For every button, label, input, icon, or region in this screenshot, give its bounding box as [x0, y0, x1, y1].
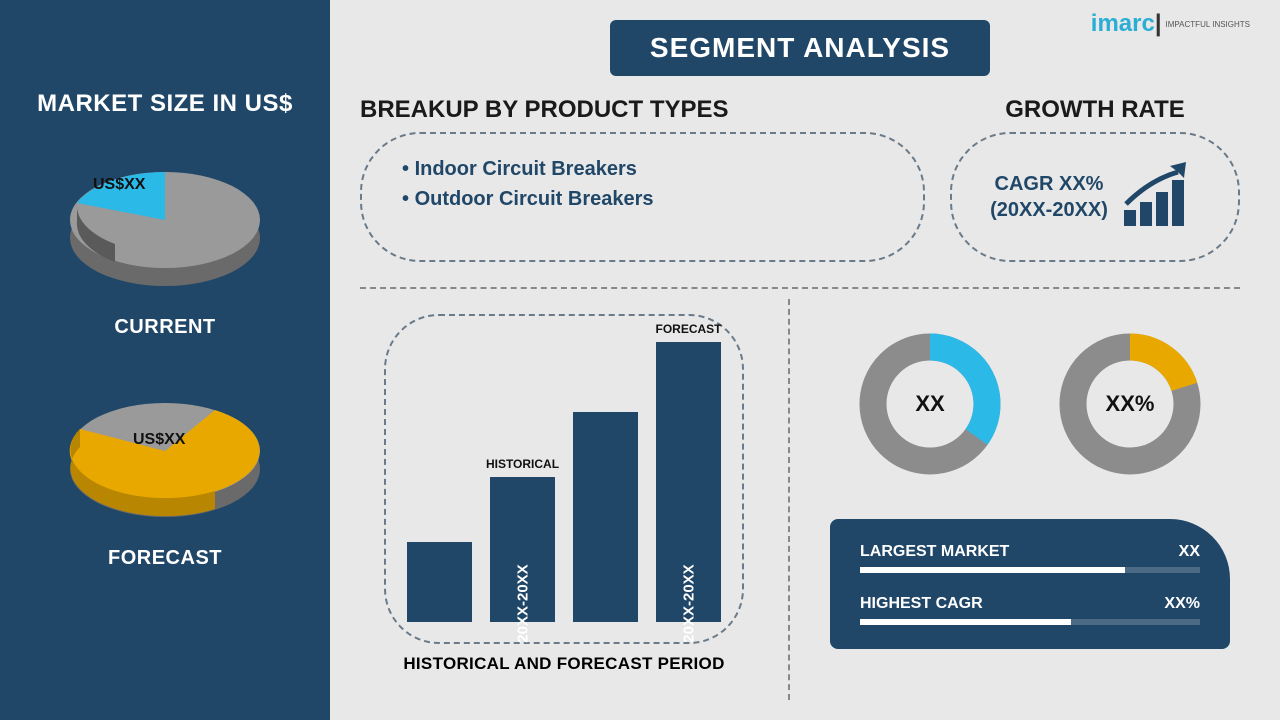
donut-1: XX	[855, 329, 1005, 479]
info-value: XX	[1179, 543, 1200, 561]
bar-toplabel: FORECAST	[656, 322, 722, 336]
pie-forecast: US$XX FORECAST	[55, 379, 275, 570]
row-bottom: HISTORICAL 20XX-20XX FORECAST 20XX-20XX …	[360, 299, 1240, 700]
breakup-title: BREAKUP BY PRODUCT TYPES	[360, 96, 925, 124]
donut-1-center: XX	[855, 329, 1005, 479]
info-bar-fill	[860, 567, 1125, 573]
donut-2-center: XX%	[1055, 329, 1205, 479]
growth-cagr: CAGR XX%	[990, 171, 1108, 197]
brand-tagline: IMPACTFUL INSIGHTS	[1166, 21, 1250, 29]
row-top: BREAKUP BY PRODUCT TYPES Indoor Circuit …	[360, 96, 1240, 262]
breakup-item: Outdoor Circuit Breakers	[402, 184, 893, 214]
bar: HISTORICAL 20XX-20XX	[490, 477, 555, 622]
pie-forecast-chart: US$XX	[55, 379, 275, 529]
historical-panel: HISTORICAL 20XX-20XX FORECAST 20XX-20XX …	[360, 299, 790, 700]
growth-section: GROWTH RATE CAGR XX% (20XX-20XX)	[950, 96, 1240, 262]
growth-text: CAGR XX% (20XX-20XX)	[990, 171, 1108, 223]
pie-current-label: CURRENT	[114, 316, 215, 339]
info-label: LARGEST MARKET	[860, 543, 1009, 561]
pie-forecast-value: US$XX	[133, 431, 185, 449]
info-value: XX%	[1164, 595, 1200, 613]
growth-title: GROWTH RATE	[1005, 96, 1185, 124]
bar	[407, 542, 472, 622]
growth-bar-arrow-icon	[1120, 162, 1200, 232]
brand-logo: imarc|IMPACTFUL INSIGHTS	[1091, 10, 1250, 38]
divider	[360, 287, 1240, 289]
info-row-cagr: HIGHEST CAGR XX%	[860, 595, 1200, 625]
info-row-largest: LARGEST MARKET XX	[860, 543, 1200, 573]
bar-toplabel: HISTORICAL	[486, 457, 559, 471]
info-bar-fill	[860, 619, 1071, 625]
info-bar	[860, 567, 1200, 573]
info-label: HIGHEST CAGR	[860, 595, 983, 613]
page-title: SEGMENT ANALYSIS	[610, 20, 990, 76]
info-card: LARGEST MARKET XX HIGHEST CAGR XX%	[830, 519, 1230, 649]
pie-current-chart: US$XX	[55, 148, 275, 298]
breakup-item: Indoor Circuit Breakers	[402, 154, 893, 184]
historical-caption: HISTORICAL AND FORECAST PERIOD	[403, 654, 724, 674]
bar	[573, 412, 638, 622]
growth-period: (20XX-20XX)	[990, 197, 1108, 223]
historical-bar-chart: HISTORICAL 20XX-20XX FORECAST 20XX-20XX	[384, 314, 744, 644]
pie-current-value: US$XX	[93, 176, 145, 194]
info-bar	[860, 619, 1200, 625]
breakup-list: Indoor Circuit Breakers Outdoor Circuit …	[392, 154, 893, 214]
donut-panel: XX XX% LARGEST MARKET XX	[790, 299, 1240, 700]
sidebar-title: MARKET SIZE IN US$	[37, 90, 293, 118]
bar: FORECAST 20XX-20XX	[656, 342, 721, 622]
main-area: imarc|IMPACTFUL INSIGHTS SEGMENT ANALYSI…	[330, 0, 1280, 720]
bar-sidelabel: 20XX-20XX	[680, 564, 697, 642]
brand-logo-text: imarc	[1091, 10, 1155, 37]
bar-sidelabel: 20XX-20XX	[514, 564, 531, 642]
pie-forecast-label: FORECAST	[108, 547, 222, 570]
donut-2: XX%	[1055, 329, 1205, 479]
breakup-section: BREAKUP BY PRODUCT TYPES Indoor Circuit …	[360, 96, 925, 262]
pie-current: US$XX CURRENT	[55, 148, 275, 339]
sidebar: MARKET SIZE IN US$ US$XX CURRENT US$XX F…	[0, 0, 330, 720]
donut-row: XX XX%	[830, 329, 1230, 479]
